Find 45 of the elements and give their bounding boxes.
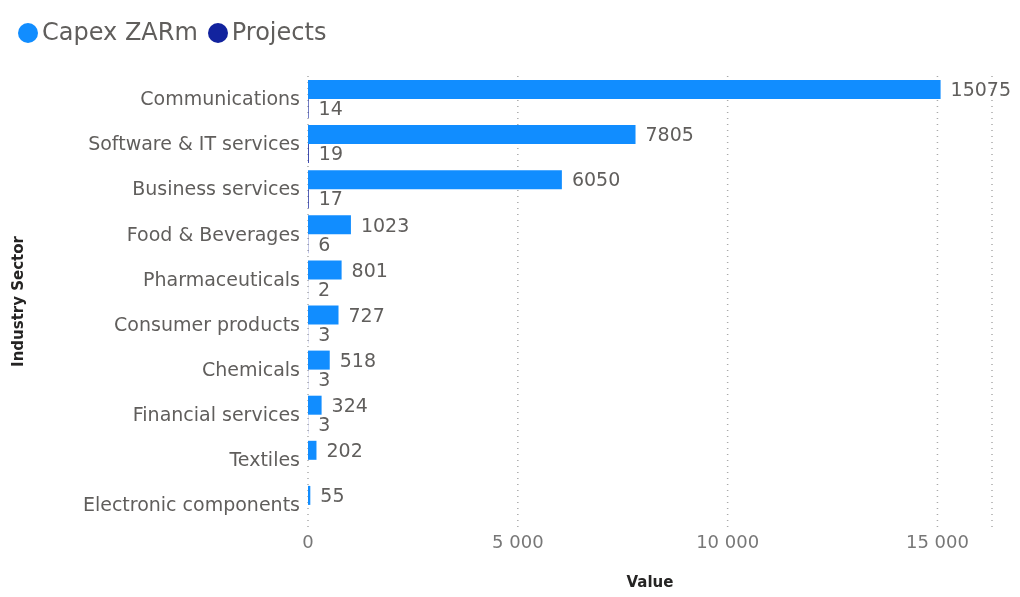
data-label: 7805 [645, 123, 694, 146]
data-label: 727 [348, 303, 385, 326]
y-tick-label: Financial services [132, 402, 300, 425]
y-axis-title: Industry Sector [9, 235, 28, 367]
y-tick-label: Software & IT services [88, 132, 300, 155]
data-label: 3 [318, 322, 331, 345]
data-label: 55 [320, 484, 345, 507]
x-tick-label: 10 000 [696, 530, 760, 552]
data-label: 2 [318, 277, 331, 300]
y-tick-label: Pharmaceuticals [143, 267, 300, 290]
bar [308, 350, 330, 370]
x-tick-label: 0 [302, 530, 314, 552]
data-label: 14 [318, 97, 343, 120]
data-label: 15075 [950, 78, 1012, 101]
bar [308, 80, 941, 99]
data-label: 518 [339, 348, 376, 371]
y-tick-label: Chemicals [201, 357, 300, 380]
y-tick-label: Electronic components [82, 493, 300, 516]
y-tick-label: Consumer products [114, 312, 300, 335]
bar [308, 395, 322, 415]
legend-label: Projects [231, 18, 327, 46]
data-label: 1023 [360, 213, 410, 236]
bar [308, 260, 342, 280]
bar [308, 215, 351, 235]
y-tick-label: Food & Beverages [126, 222, 300, 245]
data-label: 324 [331, 393, 368, 416]
data-label: 801 [351, 258, 388, 281]
bar [308, 170, 562, 190]
bar [308, 305, 339, 325]
y-tick-label: Business services [132, 177, 300, 200]
data-label: 6 [318, 232, 331, 255]
x-tick-label: 5 000 [492, 530, 544, 552]
data-label: 19 [318, 142, 343, 165]
data-label: 202 [326, 439, 363, 462]
data-label: 3 [318, 367, 331, 390]
x-axis-title: Value [626, 573, 674, 591]
legend-label: Capex ZARm [42, 18, 198, 46]
x-tick-label: 15 000 [905, 530, 969, 552]
data-label: 3 [318, 412, 331, 435]
bar [308, 125, 636, 145]
y-tick-label: Communications [140, 87, 300, 110]
data-label: 6050 [571, 168, 621, 191]
data-label: 17 [318, 187, 343, 210]
bar [308, 440, 317, 460]
y-tick-label: Textiles [228, 448, 300, 471]
